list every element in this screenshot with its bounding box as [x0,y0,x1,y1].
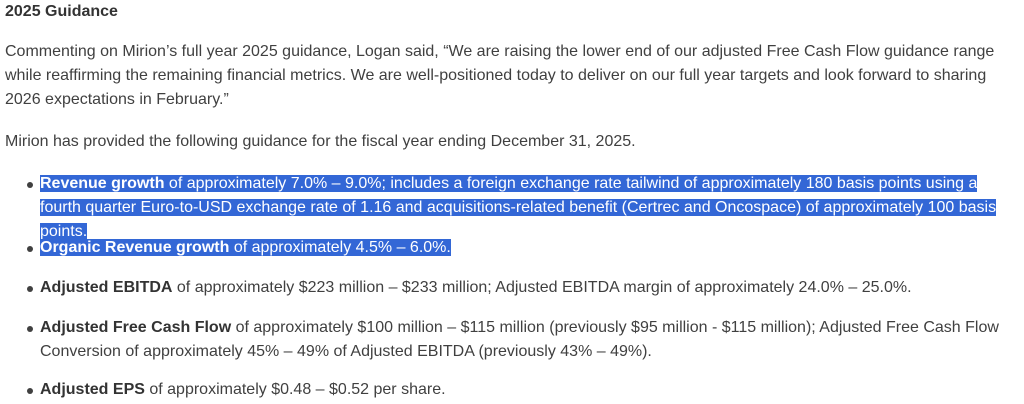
bullet-dot [27,326,33,332]
guidance-item-detail: of approximately $0.48 – $0.52 per share… [144,381,446,398]
guidance-item-text: Organic Revenue growth of approximately … [40,236,1020,260]
guidance-item-detail: of approximately $223 million – $233 mil… [172,279,912,296]
guidance-item-label: Adjusted EPS [40,381,145,398]
guidance-item-detail: of approximately 4.5% – 6.0%. [229,239,451,256]
bullet-dot [27,286,33,292]
guidance-item-label: Adjusted Free Cash Flow [40,319,232,336]
guidance-item-label: Adjusted EBITDA [40,279,173,296]
guidance-item-text: Adjusted EPS of approximately $0.48 – $0… [40,378,1020,402]
guidance-item-text: Adjusted EBITDA of approximately $223 mi… [40,276,1020,300]
section-heading: 2025 Guidance [5,3,118,20]
guidance-item-text: Revenue growth of approximately 7.0% – 9… [40,172,1020,244]
guidance-intro-paragraph: Mirion has provided the following guidan… [5,133,636,150]
guidance-quote-paragraph: Commenting on Mirion’s full year 2025 gu… [5,43,995,108]
selection-highlight: Organic Revenue growth of approximately … [40,239,451,256]
guidance-item-label: Organic Revenue growth [40,239,230,256]
bullet-dot [27,246,33,252]
guidance-item-text: Adjusted Free Cash Flow of approximately… [40,316,1020,364]
bullet-dot [27,388,33,394]
bullet-dot [27,182,33,188]
guidance-item-detail: of approximately $100 million – $115 mil… [40,319,999,360]
selection-highlight: Revenue growth of approximately 7.0% – 9… [40,175,997,240]
guidance-item-detail: of approximately 7.0% – 9.0%; includes a… [40,175,997,240]
guidance-item-label: Revenue growth [40,175,165,192]
